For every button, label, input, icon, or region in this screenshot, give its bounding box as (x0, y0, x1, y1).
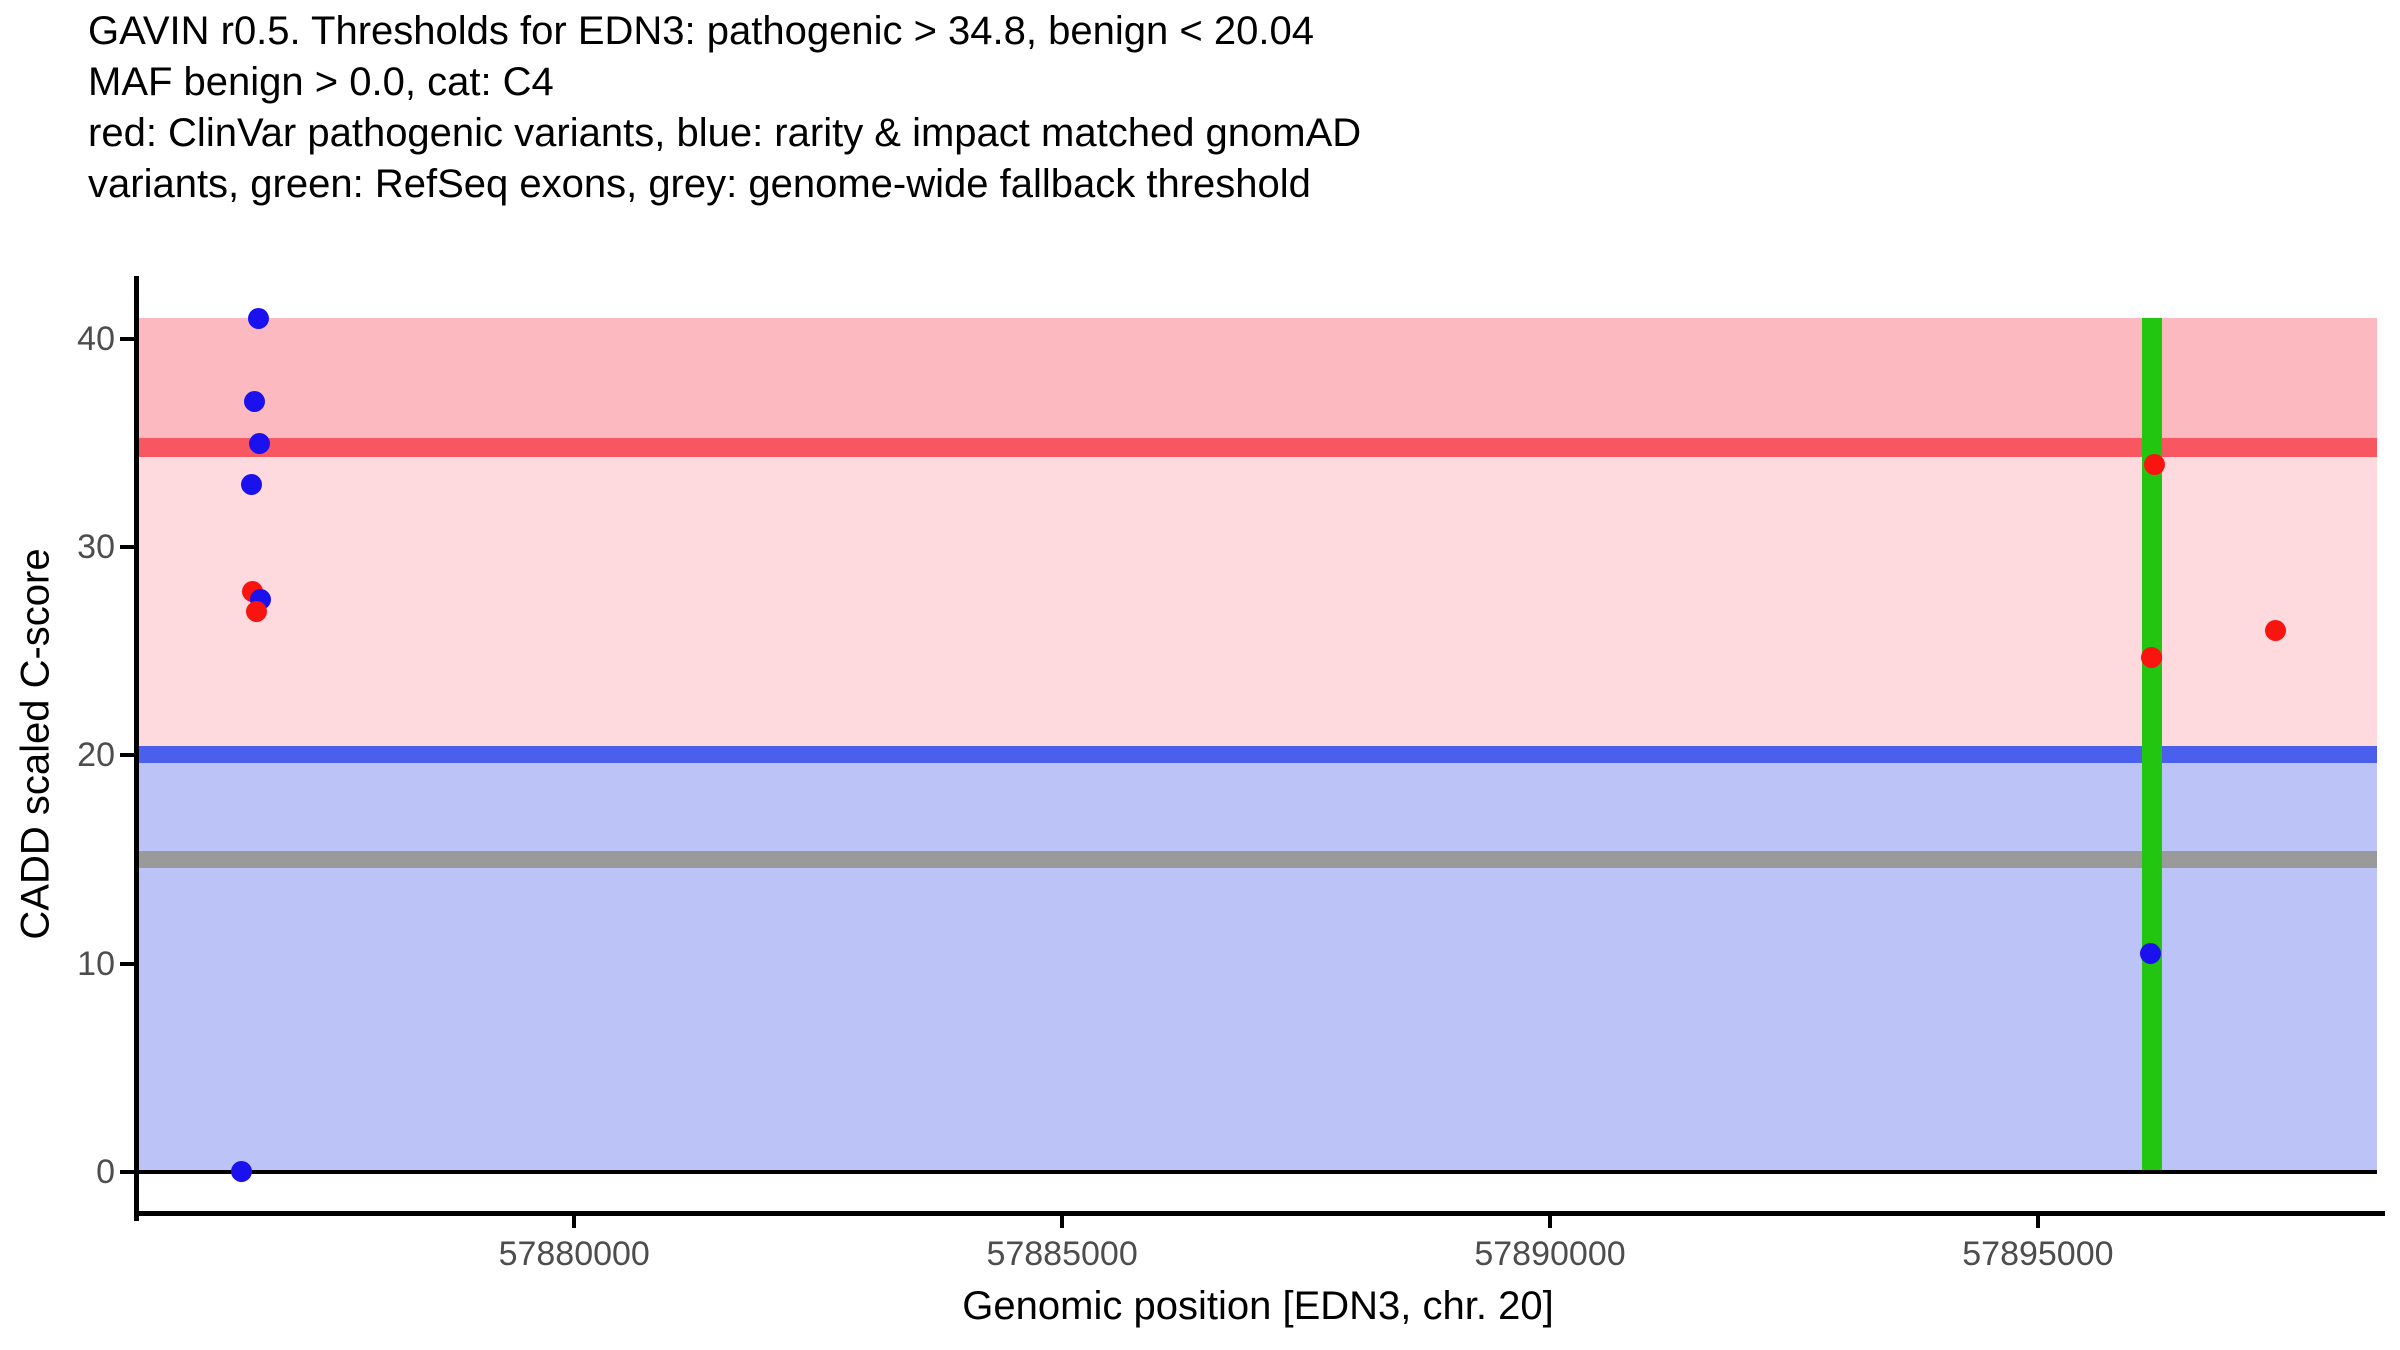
clinvar-variant-point (246, 601, 268, 623)
y-tick-label: 40 (77, 320, 115, 359)
title-line-1: GAVIN r0.5. Thresholds for EDN3: pathoge… (88, 9, 1314, 53)
x-tick-mark (2035, 1216, 2040, 1228)
x-tick-label: 57880000 (498, 1235, 650, 1273)
x-tick-mark (572, 1216, 577, 1228)
gnomad-variant-point (231, 1161, 253, 1183)
y-tick-label: 10 (77, 944, 115, 983)
gnomad-variant-point (248, 307, 270, 329)
intermediate-zone-region (139, 447, 2377, 755)
gnomad-variant-point (241, 474, 262, 496)
clinvar-variant-point (2265, 620, 2287, 642)
y-tick-mark (120, 961, 134, 966)
gnomad-variant-point (243, 391, 265, 413)
gnomad-variant-point (2139, 942, 2161, 964)
refseq-exon-line (2141, 318, 2162, 1172)
plot-title: GAVIN r0.5. Thresholds for EDN3: pathoge… (88, 6, 1361, 210)
x-axis-title: Genomic position [EDN3, chr. 20] (962, 1284, 1554, 1328)
pathogenic-threshold-line (139, 437, 2377, 457)
x-tick-label: 57890000 (1474, 1235, 1626, 1273)
gnomad-variant-point (248, 432, 270, 454)
y-axis-line (134, 276, 139, 1221)
y-tick-mark (120, 1169, 134, 1174)
title-line-2: MAF benign > 0.0, cat: C4 (88, 60, 554, 104)
y-tick-mark (120, 545, 134, 550)
y-tick-label: 30 (77, 528, 115, 567)
y-tick-label: 0 (96, 1152, 115, 1191)
title-line-3: red: ClinVar pathogenic variants, blue: … (88, 111, 1362, 155)
x-tick-mark (1060, 1216, 1065, 1228)
x-axis-line (134, 1211, 2385, 1216)
x-tick-mark (1548, 1216, 1552, 1228)
x-tick-label: 57885000 (986, 1235, 1138, 1273)
y-tick-mark (120, 753, 134, 758)
genome-wide-fallback-threshold-line (139, 851, 2377, 869)
benign-zone-region (139, 754, 2377, 1172)
zero-baseline-line (139, 1169, 2377, 1174)
x-tick-label: 57895000 (1962, 1235, 2114, 1273)
y-tick-mark (120, 337, 134, 342)
pathogenic-zone-region (139, 318, 2377, 448)
y-tick-label: 20 (77, 736, 115, 775)
clinvar-variant-point (2141, 647, 2163, 669)
clinvar-variant-point (2144, 453, 2166, 475)
title-line-4: variants, green: RefSeq exons, grey: gen… (88, 162, 1311, 206)
benign-threshold-line (139, 746, 2377, 764)
